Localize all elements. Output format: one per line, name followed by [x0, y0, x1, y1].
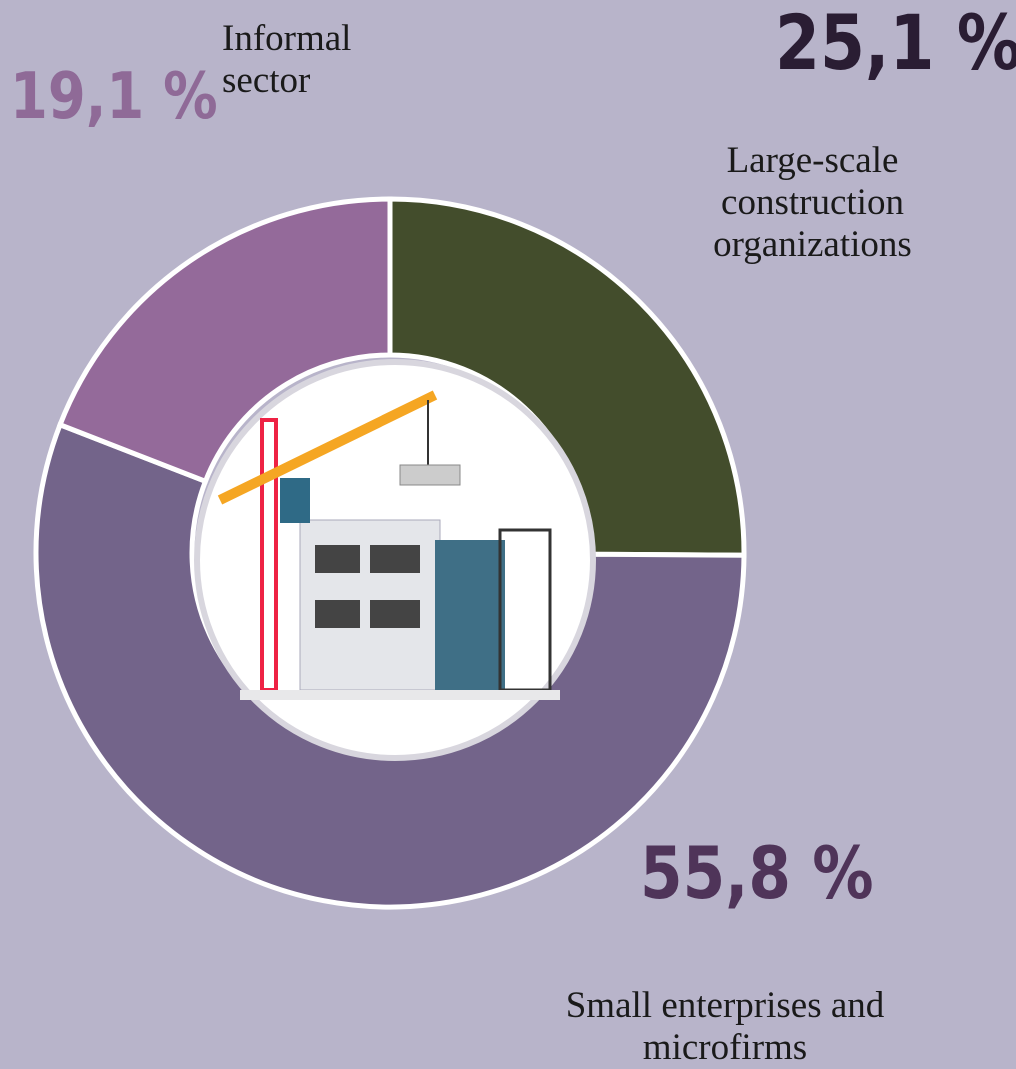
donut-segment: [387, 196, 747, 558]
ground: [240, 690, 560, 700]
building-glass: [435, 540, 505, 690]
crane-load: [399, 464, 461, 486]
category-label: Small enterprises and microfirms: [565, 985, 885, 1068]
crane-cab: [280, 478, 310, 523]
window: [370, 545, 420, 573]
category-label: Informal sector: [222, 18, 352, 101]
value-label: 19,1 %: [10, 60, 218, 134]
value-label: 25,1 %: [775, 0, 1016, 87]
donut: [33, 196, 747, 910]
window: [315, 600, 360, 628]
category-label: Large-scale construction organizations: [713, 140, 912, 265]
window: [370, 600, 420, 628]
window: [315, 545, 360, 573]
center-illustration: [194, 359, 596, 761]
value-label: 55,8 %: [640, 831, 874, 915]
donut-segment: [56, 196, 393, 485]
crane-jib: [217, 390, 438, 505]
